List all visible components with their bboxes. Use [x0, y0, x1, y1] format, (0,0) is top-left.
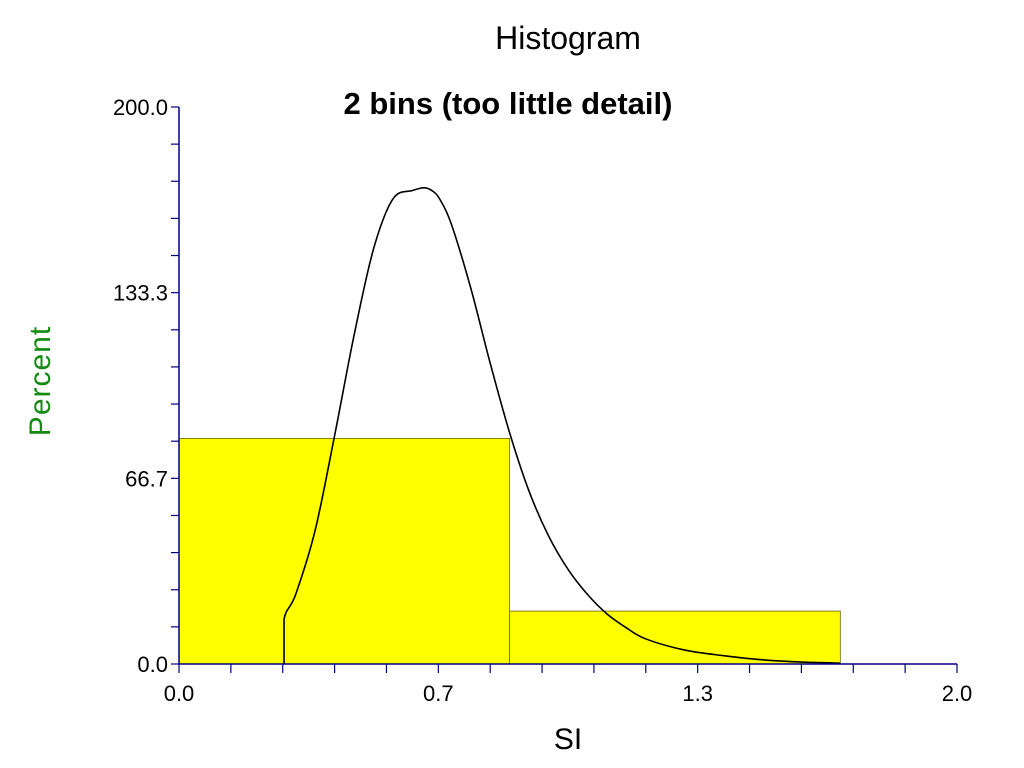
- axes-layer: 0.0 66.7 133.3 200.0 0.0 0.7 1.3 2.0: [113, 95, 972, 706]
- y-tick-label: 133.3: [113, 281, 168, 306]
- x-tick-label: 0.7: [423, 681, 454, 706]
- x-tick-label: 2.0: [942, 681, 973, 706]
- x-axis-label: SI: [554, 723, 582, 756]
- x-tick-label: 0.0: [164, 681, 195, 706]
- y-tick-label: 66.7: [125, 466, 168, 491]
- y-axis-label: Percent: [24, 326, 57, 436]
- y-tick-label: 200.0: [113, 95, 168, 120]
- x-tick-label: 1.3: [682, 681, 713, 706]
- bars-layer: [178, 438, 841, 665]
- density-curve-line: [283, 186, 841, 664]
- histogram-bar-2: [509, 610, 841, 665]
- density-curve-layer: [283, 186, 841, 664]
- y-tick-label: 0.0: [137, 652, 168, 677]
- histogram-bar-1: [178, 438, 511, 665]
- chart-title: Histogram: [495, 20, 641, 56]
- chart-subtitle: 2 bins (too little detail): [344, 86, 673, 121]
